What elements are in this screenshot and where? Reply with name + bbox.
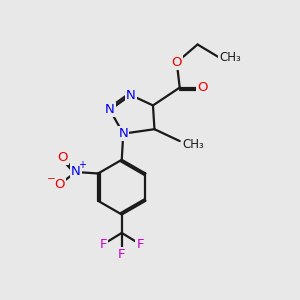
Text: N: N xyxy=(71,166,81,178)
Text: N: N xyxy=(126,88,136,101)
Text: +: + xyxy=(78,160,86,170)
Text: F: F xyxy=(136,238,144,251)
Text: −: − xyxy=(47,174,56,184)
Text: O: O xyxy=(57,151,68,164)
Text: CH₃: CH₃ xyxy=(219,51,241,64)
Text: O: O xyxy=(54,178,65,191)
Text: N: N xyxy=(105,103,115,116)
Text: O: O xyxy=(172,56,182,69)
Text: CH₃: CH₃ xyxy=(182,138,204,151)
Text: F: F xyxy=(100,238,107,251)
Text: N: N xyxy=(118,127,128,140)
Text: O: O xyxy=(197,81,207,94)
Text: F: F xyxy=(118,248,125,261)
